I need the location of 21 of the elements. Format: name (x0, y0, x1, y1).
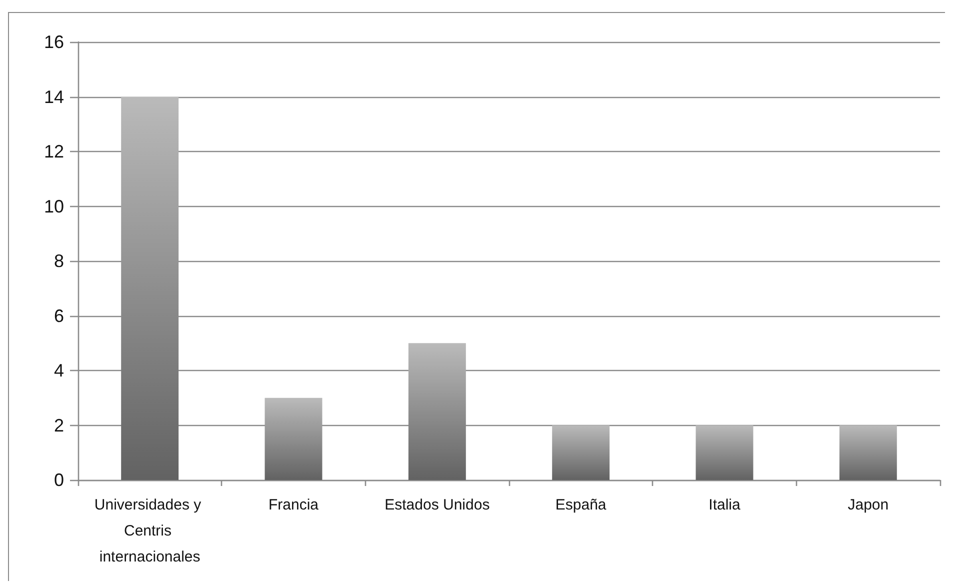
y-tick-label: 12 (44, 142, 64, 162)
x-tick-label: Universidades y Centris internacionales (94, 496, 206, 566)
y-tick-label: 10 (44, 196, 64, 216)
y-tick-label: 2 (54, 415, 64, 436)
x-tick-label: Japon (848, 496, 889, 514)
y-tick-label: 16 (44, 32, 64, 52)
bar (121, 96, 179, 480)
y-tick-label: 6 (54, 306, 64, 326)
y-tick-label: 8 (54, 251, 64, 271)
x-tick-label: Italia (708, 496, 741, 514)
y-tick-label: 0 (54, 470, 64, 490)
bar (696, 425, 754, 480)
x-tick-label: España (555, 496, 607, 514)
x-tick-label: Estados Unidos (384, 496, 490, 514)
bar (264, 398, 322, 480)
x-tick-label: Francia (268, 496, 320, 514)
bar (408, 343, 466, 480)
bar (839, 425, 897, 480)
bar (552, 425, 610, 480)
y-tick-label: 14 (44, 86, 64, 107)
y-tick-label: 4 (54, 360, 64, 380)
